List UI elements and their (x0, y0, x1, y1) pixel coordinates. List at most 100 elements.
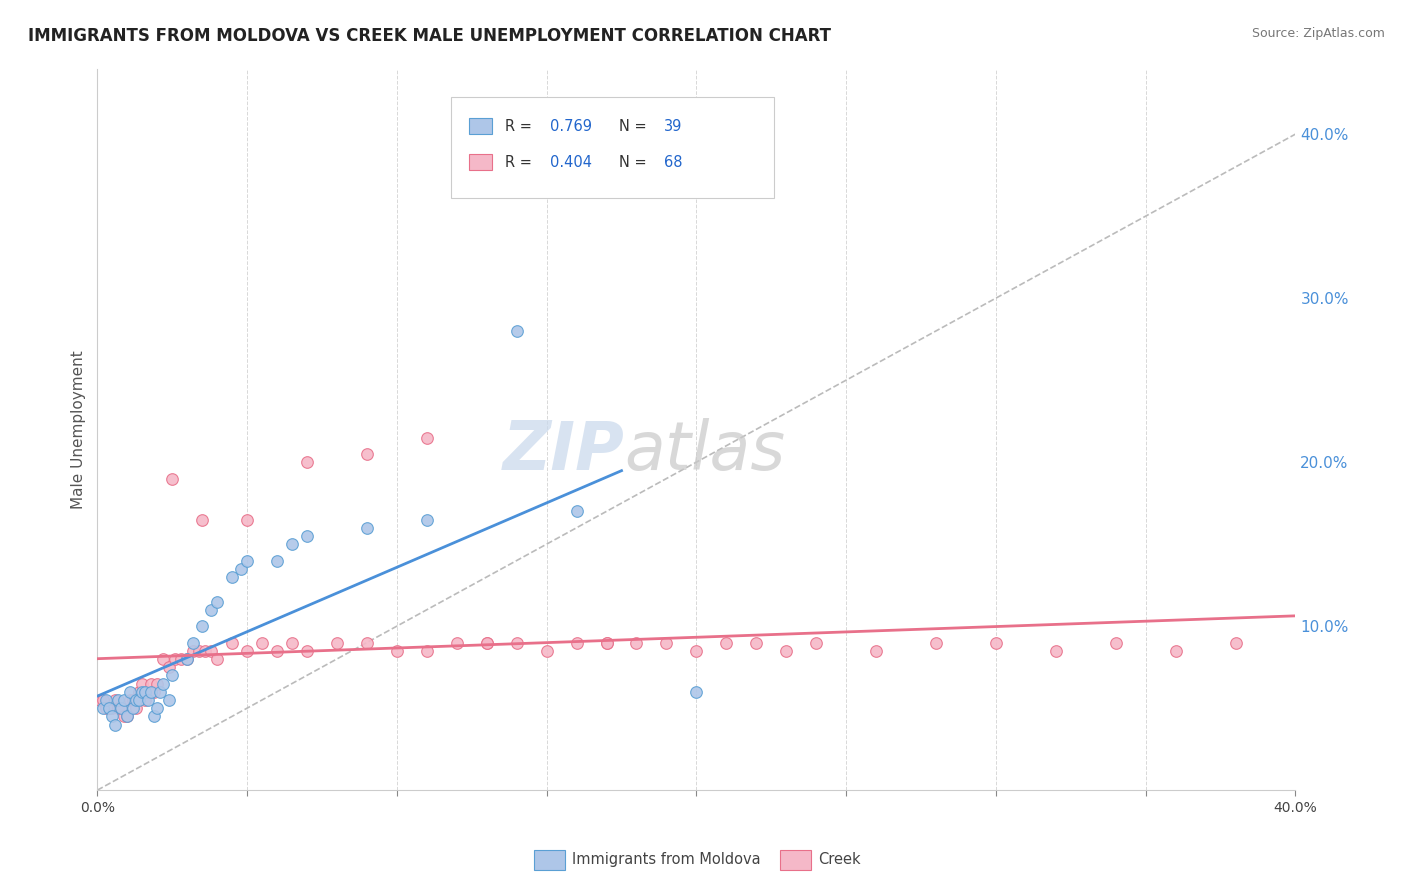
Point (505, 324, 527, 338)
FancyBboxPatch shape (468, 154, 492, 170)
Point (266, 553, 288, 567)
Point (295, 644, 318, 658)
Point (266, 644, 288, 658)
Point (136, 693, 159, 707)
Point (1164, 644, 1187, 658)
FancyBboxPatch shape (451, 97, 775, 198)
Point (104, 693, 127, 707)
Point (176, 652, 198, 666)
Text: N =: N = (619, 119, 651, 134)
Point (117, 709, 139, 723)
Point (128, 684, 150, 698)
Point (152, 652, 174, 666)
Point (565, 635, 588, 649)
Point (107, 693, 129, 707)
Point (157, 693, 180, 707)
Point (146, 676, 169, 690)
Point (120, 693, 142, 707)
Point (356, 447, 378, 461)
Point (1225, 635, 1247, 649)
Point (191, 512, 214, 526)
Point (205, 652, 228, 666)
Point (176, 652, 198, 666)
Point (716, 635, 738, 649)
Point (170, 652, 193, 666)
Point (565, 504, 588, 518)
Point (141, 684, 163, 698)
Point (194, 644, 217, 658)
Point (1105, 635, 1128, 649)
Point (221, 635, 243, 649)
Point (112, 709, 135, 723)
Point (152, 676, 174, 690)
Point (96, 693, 118, 707)
Text: Creek: Creek (818, 853, 860, 867)
Point (745, 635, 768, 649)
Point (200, 603, 222, 617)
Point (865, 644, 887, 658)
Point (416, 431, 439, 445)
Point (205, 594, 228, 608)
Point (98, 701, 121, 715)
Point (122, 693, 145, 707)
Text: R =: R = (505, 155, 536, 169)
Point (101, 709, 124, 723)
Point (143, 709, 166, 723)
Point (536, 644, 558, 658)
Point (626, 635, 648, 649)
Point (446, 635, 468, 649)
Point (107, 701, 129, 715)
Point (806, 635, 828, 649)
Point (505, 635, 527, 649)
Point (136, 684, 159, 698)
Point (188, 644, 211, 658)
Point (356, 521, 378, 535)
Point (101, 701, 124, 715)
Point (93, 701, 115, 715)
Point (295, 455, 318, 469)
Point (160, 471, 183, 485)
Point (595, 635, 617, 649)
Point (416, 644, 439, 658)
Point (655, 635, 678, 649)
Text: 0.404: 0.404 (550, 155, 592, 169)
Text: 68: 68 (664, 155, 682, 169)
Point (326, 635, 349, 649)
Text: R =: R = (505, 119, 536, 134)
Point (385, 644, 408, 658)
Point (685, 644, 707, 658)
Point (250, 635, 273, 649)
Point (149, 684, 172, 698)
Point (110, 701, 132, 715)
Text: 39: 39 (664, 119, 682, 134)
Y-axis label: Male Unemployment: Male Unemployment (72, 350, 86, 508)
Text: Immigrants from Moldova: Immigrants from Moldova (572, 853, 761, 867)
Point (236, 644, 259, 658)
Point (236, 512, 259, 526)
Point (685, 684, 707, 698)
Point (181, 644, 204, 658)
Point (96, 701, 118, 715)
Point (160, 668, 183, 682)
Point (475, 635, 498, 649)
Point (295, 529, 318, 543)
Point (143, 684, 166, 698)
Point (200, 644, 222, 658)
Point (110, 701, 132, 715)
Point (122, 701, 145, 715)
Point (112, 693, 135, 707)
Point (131, 676, 153, 690)
Point (595, 635, 617, 649)
Point (356, 635, 378, 649)
Point (146, 701, 169, 715)
FancyBboxPatch shape (468, 119, 492, 134)
Point (120, 684, 142, 698)
Point (131, 684, 153, 698)
Point (125, 693, 148, 707)
Point (134, 693, 156, 707)
Point (98, 701, 121, 715)
Point (416, 512, 439, 526)
Point (925, 635, 948, 649)
Point (165, 652, 187, 666)
Point (191, 619, 214, 633)
